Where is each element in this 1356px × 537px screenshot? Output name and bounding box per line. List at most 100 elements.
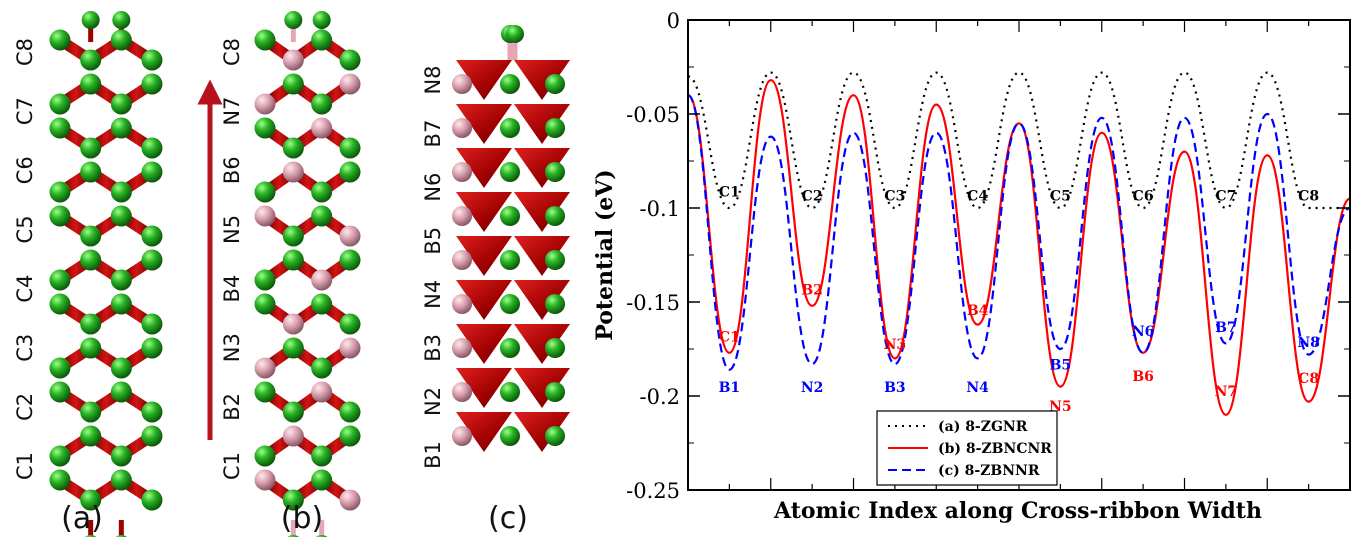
atom-label-c7: C7 bbox=[13, 97, 37, 125]
zbnnr-ribbon-model bbox=[452, 25, 570, 452]
y-tick-label: -0.25 bbox=[626, 479, 680, 503]
atom bbox=[141, 401, 163, 423]
nitrogen-atom bbox=[500, 250, 520, 270]
atom-label-c8: C8 bbox=[220, 38, 244, 66]
atom bbox=[49, 445, 71, 467]
atom bbox=[141, 249, 163, 271]
panel-c-caption: (c) bbox=[488, 501, 528, 536]
atom-label-b5: B5 bbox=[421, 227, 445, 255]
boron-atom bbox=[339, 73, 361, 95]
atom bbox=[110, 445, 132, 467]
tetrahedral-bond bbox=[514, 192, 570, 232]
zbncnr-ribbon-model bbox=[254, 11, 361, 537]
tetrahedral-bond bbox=[456, 412, 512, 452]
panel-a-atom-labels: C1 C2 C3 C4 C5 C6 C7 C8 bbox=[13, 38, 37, 480]
atom bbox=[254, 269, 276, 291]
atom-label-b7: B7 bbox=[421, 120, 445, 148]
atom bbox=[49, 293, 71, 315]
tetrahedral-bond bbox=[456, 236, 512, 276]
atom bbox=[282, 137, 304, 159]
x-axis-label: Atomic Index along Cross-ribbon Width bbox=[773, 498, 1262, 524]
annotation-black-c3: C3 bbox=[884, 188, 905, 204]
atom bbox=[80, 337, 102, 359]
atom-label-n2: N2 bbox=[421, 387, 445, 416]
nitrogen-atom bbox=[500, 338, 520, 358]
annotation-blue-n4: N4 bbox=[966, 380, 989, 396]
boron-atom bbox=[311, 117, 333, 139]
annotation-blue-n8: N8 bbox=[1297, 335, 1320, 351]
atom bbox=[141, 425, 163, 447]
atom-label-c3: C3 bbox=[13, 334, 37, 362]
boron-atom bbox=[452, 118, 472, 138]
tetrahedral-bond bbox=[514, 148, 570, 188]
tetrahedral-bond bbox=[456, 192, 512, 232]
tetrahedral-bond bbox=[456, 104, 512, 144]
atom bbox=[110, 29, 132, 51]
structure-panel-a: C1 C2 C3 C4 C5 C6 C7 C8 (a) bbox=[13, 11, 163, 537]
atom bbox=[141, 313, 163, 335]
atom bbox=[311, 205, 333, 227]
boron-atom bbox=[452, 206, 472, 226]
atom bbox=[80, 401, 102, 423]
legend-label-zgnr: (a) 8-ZGNR bbox=[938, 419, 1028, 435]
nitrogen-atom bbox=[545, 206, 565, 226]
atom bbox=[49, 469, 71, 491]
boron-atom bbox=[311, 381, 333, 403]
annotation-blue-n6: N6 bbox=[1132, 324, 1155, 340]
atom bbox=[254, 29, 276, 51]
atom bbox=[49, 29, 71, 51]
annotation-blue-b7: B7 bbox=[1215, 320, 1237, 336]
atom bbox=[49, 357, 71, 379]
annotation-red-b2: B2 bbox=[801, 282, 823, 298]
atom bbox=[339, 313, 361, 335]
boron-atom bbox=[311, 269, 333, 291]
atom-label-c8: C8 bbox=[13, 38, 37, 66]
atom bbox=[141, 49, 163, 71]
atom bbox=[110, 117, 132, 139]
atom bbox=[49, 269, 71, 291]
y-tick-label: -0.15 bbox=[626, 291, 680, 315]
hydrogen-atom bbox=[284, 11, 303, 29]
annotation-red-c8: C8 bbox=[1298, 371, 1319, 387]
annotation-black-c8: C8 bbox=[1298, 188, 1319, 204]
y-tick-label: -0.1 bbox=[640, 197, 681, 221]
atom bbox=[141, 73, 163, 95]
chart-legend: (a) 8-ZGNR (b) 8-ZBNCNR (c) 8-ZBNNR bbox=[876, 410, 1058, 486]
atom bbox=[339, 425, 361, 447]
tetrahedral-bond bbox=[514, 236, 570, 276]
atom-label-b4: B4 bbox=[220, 275, 244, 303]
boron-atom bbox=[282, 49, 304, 71]
hydrogen-atom bbox=[506, 25, 524, 43]
series-line-2 bbox=[686, 94, 1351, 371]
boron-atom bbox=[254, 469, 276, 491]
nitrogen-atom bbox=[500, 206, 520, 226]
atom bbox=[80, 489, 102, 511]
atom bbox=[311, 445, 333, 467]
atom bbox=[282, 249, 304, 271]
atom bbox=[311, 93, 333, 115]
nitrogen-atom bbox=[545, 74, 565, 94]
boron-atom bbox=[254, 93, 276, 115]
atom-label-c4: C4 bbox=[13, 275, 37, 303]
annotation-red-n7: N7 bbox=[1215, 384, 1238, 400]
atom bbox=[80, 225, 102, 247]
y-tick-label: -0.2 bbox=[640, 385, 681, 409]
atom bbox=[49, 181, 71, 203]
boron-atom bbox=[452, 74, 472, 94]
atom bbox=[254, 293, 276, 315]
atom bbox=[110, 469, 132, 491]
atom bbox=[141, 225, 163, 247]
structure-panel-b: C1 B2 N3 B4 N5 B6 N7 C8 (b) bbox=[197, 11, 361, 537]
y-axis-label: Potential (eV) bbox=[592, 169, 618, 340]
hydrogen-atom bbox=[112, 11, 131, 29]
boron-atom bbox=[339, 337, 361, 359]
nitrogen-atom bbox=[500, 162, 520, 182]
tetrahedral-bond bbox=[514, 280, 570, 320]
nitrogen-atom bbox=[500, 382, 520, 402]
boron-atom bbox=[282, 425, 304, 447]
atom bbox=[110, 181, 132, 203]
tetrahedral-bond bbox=[514, 412, 570, 452]
chart-ticks: 0 -0.05 -0.1 -0.15 -0.2 -0.25 bbox=[626, 9, 1351, 503]
